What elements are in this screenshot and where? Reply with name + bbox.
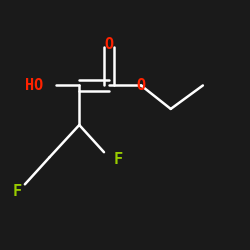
Text: F: F <box>13 184 22 199</box>
Text: O: O <box>136 78 146 93</box>
Text: F: F <box>114 152 123 167</box>
Text: HO: HO <box>25 78 44 93</box>
Text: O: O <box>104 37 114 52</box>
